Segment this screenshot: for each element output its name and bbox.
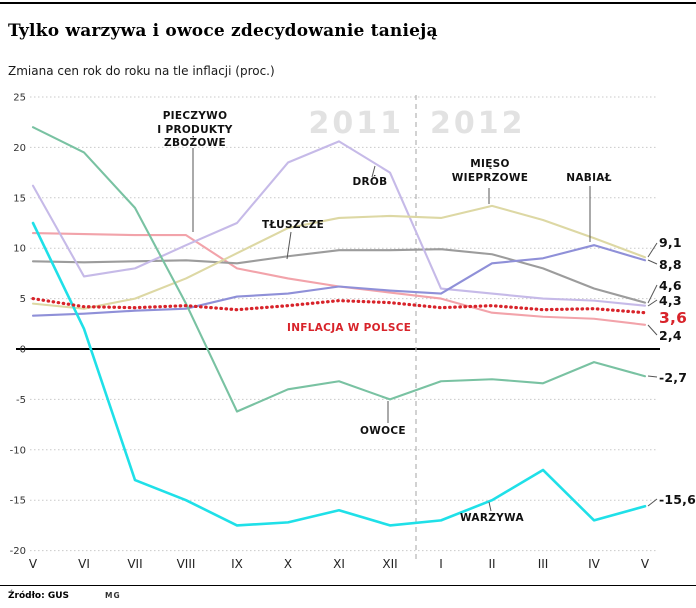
series-line-nabial: [31, 244, 647, 317]
y-tick-label: -5: [16, 395, 26, 406]
source-note: Źródło: GUS MG: [8, 591, 121, 601]
author-mark: MG: [105, 591, 121, 600]
series-line-inflacja-w-polsce: [31, 297, 647, 315]
connector-4-3: [647, 299, 658, 307]
x-tick-label: XI: [333, 557, 345, 571]
x-tick-label: I: [439, 557, 443, 571]
y-tick-label: 15: [13, 193, 26, 204]
leader-drob: [371, 165, 376, 178]
series-label-nabial: NABIAŁ: [566, 172, 612, 184]
page-title: Tylko warzywa i owoce zdecydowanie tanie…: [8, 21, 438, 41]
series-line-tluszcze: [31, 248, 647, 304]
connector-8-8: [647, 259, 658, 265]
connector-minus-15-6: [647, 498, 658, 507]
end-value-owoce: -2,7: [659, 370, 688, 385]
y-tick-label: 25: [13, 93, 26, 104]
year-watermark-2011: 2011: [308, 106, 404, 141]
series-label-owoce: OWOCE: [360, 425, 406, 437]
footer-rule: [0, 585, 696, 586]
end-value-inflacja: 3,6: [659, 309, 688, 327]
end-value-pieczywo: 2,4: [659, 328, 682, 343]
top-rule: [0, 2, 696, 4]
series-label-mieso: MIĘSO WIEPRZOWE: [451, 158, 529, 184]
series-line-drob: [31, 140, 647, 307]
connector-9-1: [647, 242, 658, 258]
leader-warzywa: [488, 501, 492, 512]
series-line-owoce: [31, 126, 647, 413]
series-label-drob: DRÓB: [352, 176, 388, 188]
series-label-pieczywo: PIECZYWO I PRODUKTY ZBOŻOWE: [157, 110, 233, 150]
series-line-mieso-wieprzowe: [31, 204, 647, 310]
x-tick-label: II: [488, 557, 495, 571]
leader-lines: [192, 148, 658, 512]
series-label-tluszcze: TŁUSZCZE: [262, 219, 325, 231]
source-text: Źródło: GUS: [8, 591, 70, 601]
end-value-drob: 4,3: [659, 293, 682, 308]
x-tick-label: V: [641, 557, 650, 571]
x-tick-label: IX: [231, 557, 243, 571]
connector-2-4: [647, 324, 658, 336]
connector-4-6: [647, 284, 658, 304]
y-tick-label: -20: [10, 546, 26, 557]
end-value-warzywa: -15,6: [659, 492, 696, 507]
y-tick-label: -15: [10, 496, 26, 507]
end-value-nabial: 8,8: [659, 257, 682, 272]
chart-subtitle: Zmiana cen rok do roku na tle inflacji (…: [8, 64, 275, 78]
x-tick-label: X: [284, 557, 292, 571]
series-line-warzywa: [31, 221, 647, 527]
x-tick-label: IV: [588, 557, 601, 571]
y-tick-label: 0: [20, 345, 26, 356]
y-tick-label: 10: [13, 244, 26, 255]
y-tick-label: 5: [20, 294, 26, 305]
year-watermark-2012: 2012: [430, 106, 526, 141]
series-label-warzywa: WARZYWA: [460, 512, 524, 524]
x-tick-label: VII: [127, 557, 142, 571]
series-label-inflacja: INFLACJA W POLSCE: [287, 322, 412, 334]
x-tick-label: V: [29, 557, 38, 571]
x-tick-label: III: [538, 557, 549, 571]
y-tick-label: -10: [10, 445, 26, 456]
end-value-mieso: 9,1: [659, 235, 682, 250]
x-tick-label: VI: [78, 557, 90, 571]
x-tick-label: VIII: [177, 557, 196, 571]
leader-tluszcze: [286, 231, 292, 260]
y-tick-label: 20: [13, 143, 26, 154]
x-tick-label: XII: [382, 557, 397, 571]
series-lines: [31, 126, 647, 527]
connector-minus-2-7: [647, 375, 658, 378]
end-value-tluszcze: 4,6: [659, 278, 682, 293]
